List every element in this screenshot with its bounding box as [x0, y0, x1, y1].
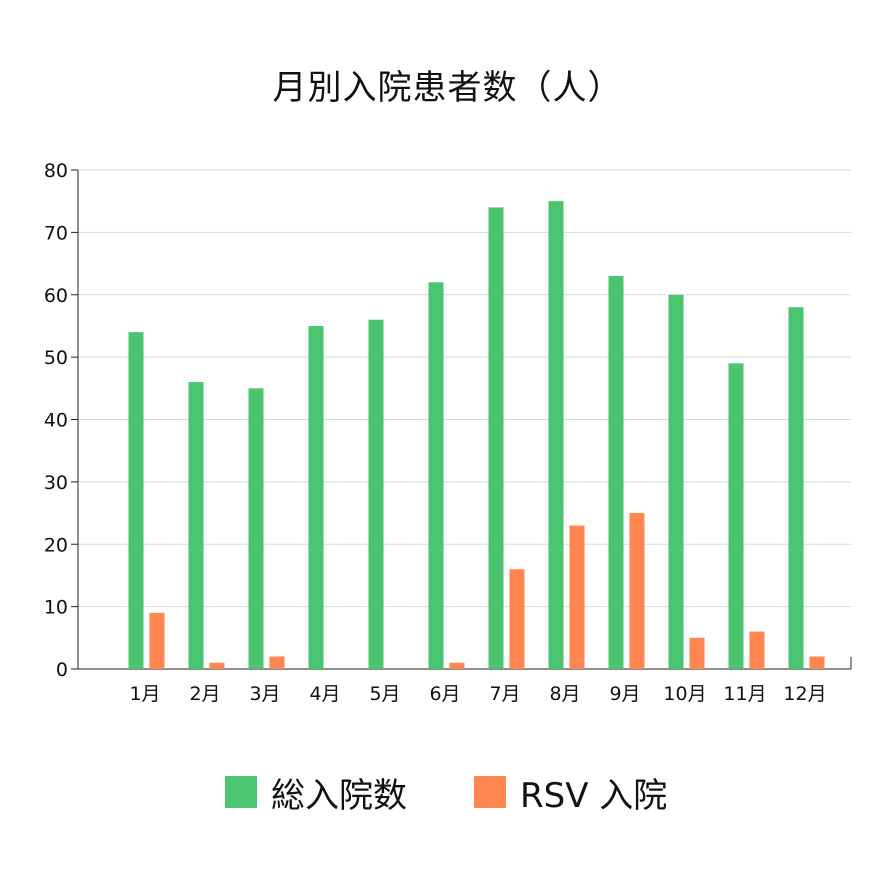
- legend-item-rsv: RSV 入院: [474, 770, 668, 816]
- bar: [668, 294, 684, 669]
- x-tick-label: 2月: [189, 683, 220, 705]
- y-tick-label: 80: [44, 160, 68, 182]
- y-tick-label: 20: [44, 534, 68, 556]
- x-tick-label: 10月: [663, 683, 706, 705]
- bar: [569, 525, 585, 669]
- legend-swatch-rsv: [474, 776, 506, 808]
- x-tick-label: 9月: [609, 683, 640, 705]
- y-tick-label: 40: [44, 410, 68, 432]
- bar: [308, 325, 324, 669]
- bar: [428, 282, 444, 669]
- y-tick-label: 60: [44, 285, 68, 307]
- x-tick-label: 6月: [429, 683, 460, 705]
- x-tick-label: 3月: [249, 683, 280, 705]
- y-tick-label: 50: [44, 347, 68, 369]
- bar: [548, 201, 564, 669]
- bars: [128, 201, 825, 670]
- legend-swatch-total: [225, 776, 257, 808]
- x-tick-label: 8月: [549, 683, 580, 705]
- bar: [449, 662, 465, 669]
- bar: [509, 569, 525, 669]
- bar: [728, 363, 744, 669]
- bar: [488, 207, 504, 670]
- y-tick-label: 70: [44, 222, 68, 244]
- bar: [209, 662, 225, 669]
- x-tick-label: 5月: [369, 683, 400, 705]
- legend: 総入院数 RSV 入院: [0, 770, 895, 816]
- legend-label-rsv: RSV 入院: [520, 775, 668, 816]
- bar: [248, 388, 264, 669]
- y-tick-label: 30: [44, 472, 68, 494]
- x-tick-label: 12月: [783, 683, 826, 705]
- bar: [788, 307, 804, 669]
- bar: [269, 656, 285, 669]
- bar: [749, 631, 765, 669]
- bar: [149, 612, 165, 669]
- legend-item-total: 総入院数: [225, 770, 407, 816]
- bar: [128, 332, 144, 669]
- legend-label-total: 総入院数: [271, 775, 407, 816]
- bar: [368, 319, 384, 669]
- y-tick-label: 10: [44, 597, 68, 619]
- x-tick-label: 7月: [489, 683, 520, 705]
- y-tick-label: 0: [56, 659, 68, 681]
- y-axis: 0 10 20 30 40 50 60 70 80: [44, 160, 79, 681]
- x-tick-label: 1月: [129, 683, 160, 705]
- gridlines: [78, 169, 851, 608]
- bar: [689, 637, 705, 669]
- x-tick-label: 11月: [723, 683, 766, 705]
- bar: [608, 276, 624, 669]
- bar: [629, 513, 645, 669]
- bar: [188, 382, 204, 669]
- bar: [809, 656, 825, 669]
- x-tick-label: 4月: [309, 683, 340, 705]
- x-axis: 1月 2月 3月 4月 5月 6月 7月 8月 9月 10月 11月 12月: [78, 657, 852, 705]
- chart-title: 月別入院患者数（人）: [272, 68, 623, 108]
